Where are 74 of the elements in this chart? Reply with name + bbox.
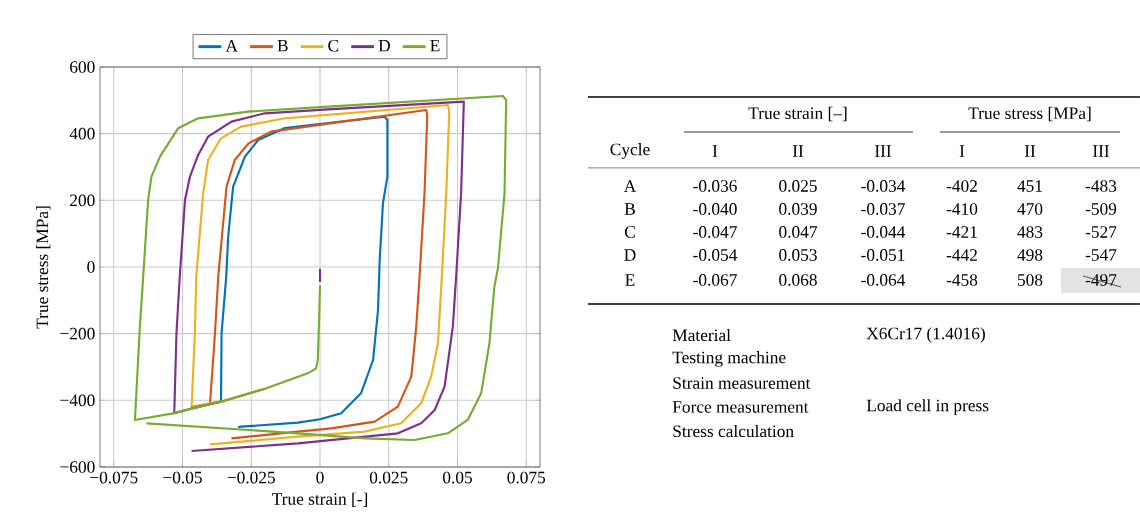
text: -410	[946, 203, 978, 215]
text: True stress [MPa]	[968, 106, 1091, 122]
y-tick-label: 400	[69, 127, 95, 140]
text: 498	[1017, 249, 1043, 261]
text: -458	[946, 274, 978, 286]
text: 0.025	[779, 180, 817, 192]
x-tick-label: −0.025	[227, 471, 275, 484]
text: 508	[1018, 274, 1043, 286]
x-tick-label: 0.075	[507, 471, 546, 484]
text: -0.037	[861, 203, 905, 215]
text: A	[623, 180, 637, 192]
text: -483	[1085, 180, 1117, 192]
text: Testing machine	[672, 351, 786, 367]
y-tick-label: 600	[70, 61, 95, 73]
y-tick-label: −400	[60, 394, 95, 407]
text: III	[1092, 145, 1110, 157]
x-tick-label: 0.025	[369, 471, 408, 484]
text: B	[624, 203, 635, 215]
text: Material	[672, 328, 731, 342]
text: Strain measurement	[673, 377, 811, 389]
text: -0.044	[861, 226, 906, 238]
x-tick-label: 0	[316, 471, 324, 484]
text: II	[1024, 145, 1036, 157]
legend-label: A	[225, 39, 238, 52]
text: I	[959, 145, 965, 157]
y-tick-label: −200	[60, 327, 95, 340]
text: -421	[946, 226, 977, 238]
text: 451	[1017, 180, 1042, 192]
text: I	[712, 145, 718, 157]
text: -547	[1085, 249, 1117, 261]
text: Stress calculation	[673, 424, 794, 438]
text: -0.051	[861, 249, 905, 261]
line-series	[133, 94, 508, 442]
line-series	[208, 108, 429, 440]
text: II	[792, 145, 804, 157]
text: 0.039	[779, 203, 817, 215]
legend-label: B	[277, 39, 288, 52]
text: -0.034	[861, 180, 906, 192]
text: Load cell in press	[866, 399, 989, 415]
text: -509	[1085, 203, 1117, 215]
text: Force measurement	[672, 401, 809, 413]
text: E	[625, 274, 635, 286]
text: -0.054	[693, 249, 738, 261]
text: C	[624, 226, 635, 238]
legend-label: E	[430, 39, 440, 52]
text: 470	[1017, 203, 1043, 215]
text: -402	[946, 180, 977, 192]
text: True strain [–]	[748, 106, 847, 122]
line-series	[219, 115, 389, 429]
text: 0.053	[779, 249, 817, 261]
x-tick-label: −0.05	[163, 471, 202, 484]
text: -0.067	[693, 274, 737, 286]
text: -442	[946, 249, 977, 261]
text: D	[624, 249, 636, 261]
legend-label: C	[328, 39, 339, 52]
text: -0.040	[693, 203, 737, 215]
legend-label: D	[378, 39, 390, 52]
x-tick-label: −0.075	[90, 471, 138, 484]
text: -527	[1085, 226, 1117, 238]
y-axis-title: True stress [MPa]	[36, 206, 51, 329]
y-tick-label: 0	[87, 261, 95, 273]
text: 0.068	[779, 274, 817, 286]
text: 483	[1017, 226, 1043, 238]
text: Cycle	[610, 143, 650, 159]
x-tick-label: 0.05	[443, 471, 472, 484]
text: III	[874, 145, 892, 157]
text: -0.064	[861, 274, 906, 286]
y-tick-label: −600	[60, 461, 95, 473]
text: -0.047	[693, 226, 737, 238]
text: -0.036	[693, 180, 737, 192]
y-tick-label: 200	[70, 194, 95, 207]
x-axis-title: True strain [-]	[272, 492, 368, 507]
text: 0.047	[779, 226, 818, 238]
text: X6Cr17 (1.4016)	[866, 327, 985, 343]
